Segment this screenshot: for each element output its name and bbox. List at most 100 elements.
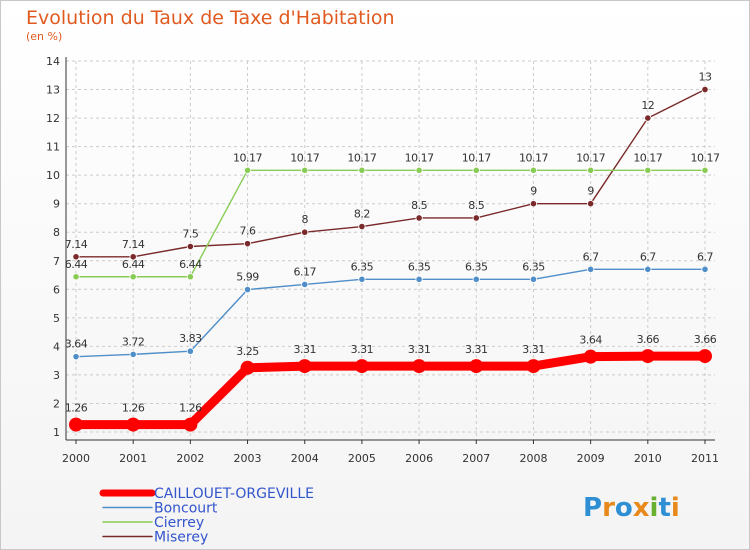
data-label: 6.35 bbox=[522, 260, 545, 273]
data-label: 10.17 bbox=[290, 151, 319, 164]
legend-entry: CAILLOUET-ORGEVILLE bbox=[154, 486, 314, 502]
data-label: 1.26 bbox=[122, 402, 145, 415]
data-label: 3.72 bbox=[122, 335, 145, 348]
data-label: 3.31 bbox=[408, 343, 431, 356]
data-label: 7.5 bbox=[182, 228, 198, 241]
data-point bbox=[183, 417, 198, 432]
data-point bbox=[587, 265, 595, 273]
data-point bbox=[701, 85, 709, 94]
data-point bbox=[701, 166, 709, 174]
y-tick-label: 5 bbox=[53, 312, 60, 325]
data-point bbox=[358, 275, 366, 283]
data-label: 8.5 bbox=[468, 199, 484, 212]
data-label: 3.31 bbox=[351, 343, 374, 356]
legend-entry: Cierrey bbox=[154, 515, 204, 531]
series-cierrey: 6.44 6.44 6.44 10.17 10.17 10.17 10.17 10.17 10.… bbox=[65, 151, 720, 281]
logo-letter: i bbox=[650, 493, 659, 523]
x-tick-label: 2008 bbox=[519, 452, 547, 465]
x-tick-label: 2005 bbox=[348, 452, 376, 465]
x-tick-label: 2006 bbox=[405, 452, 433, 465]
data-point bbox=[526, 359, 541, 374]
data-point bbox=[297, 359, 312, 374]
data-point bbox=[72, 273, 80, 281]
y-tick-label: 13 bbox=[46, 84, 60, 97]
data-label: 6.17 bbox=[293, 265, 316, 278]
data-point bbox=[354, 359, 369, 374]
gridlines bbox=[66, 60, 715, 440]
data-label: 10.17 bbox=[347, 151, 376, 164]
data-label: 10.17 bbox=[633, 151, 662, 164]
data-label: 3.83 bbox=[179, 332, 202, 345]
series-line bbox=[75, 88, 706, 258]
data-label: 6.44 bbox=[122, 258, 145, 271]
legend-entry: Boncourt bbox=[154, 501, 218, 517]
data-point bbox=[415, 166, 423, 174]
y-tick-label: 12 bbox=[46, 112, 60, 125]
proxiti-logo: Proxiti bbox=[583, 493, 680, 523]
data-point bbox=[358, 222, 366, 231]
data-point bbox=[243, 285, 252, 294]
data-point bbox=[301, 166, 309, 174]
data-label: 1.26 bbox=[179, 402, 202, 415]
data-point bbox=[644, 114, 652, 122]
data-point bbox=[72, 253, 80, 261]
data-point bbox=[358, 166, 366, 174]
data-label: 6.35 bbox=[465, 260, 488, 273]
data-label: 9 bbox=[587, 185, 594, 198]
data-label: 6.44 bbox=[179, 258, 202, 271]
data-point bbox=[129, 350, 137, 358]
logo-letter: x bbox=[633, 493, 650, 523]
y-tick-label: 8 bbox=[53, 226, 60, 239]
data-point bbox=[412, 359, 427, 374]
x-tick-label: 2003 bbox=[234, 452, 262, 465]
y-tick-label: 9 bbox=[53, 198, 60, 211]
y-tick-label: 11 bbox=[46, 141, 60, 154]
data-point bbox=[640, 349, 655, 364]
data-point bbox=[186, 273, 194, 281]
y-tick-label: 3 bbox=[53, 369, 60, 382]
data-label: 6.35 bbox=[351, 260, 374, 273]
x-tick-label: 2009 bbox=[577, 452, 605, 465]
data-point bbox=[415, 275, 423, 283]
x-tick-label: 2010 bbox=[634, 452, 662, 465]
logo-letter: r bbox=[602, 493, 615, 523]
data-point bbox=[529, 166, 538, 174]
data-label: 10.17 bbox=[691, 151, 720, 164]
logo-letter: i bbox=[671, 493, 680, 523]
data-label: 3.64 bbox=[65, 338, 88, 351]
data-label: 3.25 bbox=[236, 345, 259, 358]
x-tick-label: 2002 bbox=[176, 452, 204, 465]
data-point bbox=[129, 253, 137, 261]
data-label: 7.14 bbox=[122, 238, 145, 251]
data-label: 10.17 bbox=[233, 151, 262, 164]
data-point bbox=[301, 280, 309, 289]
data-label: 3.66 bbox=[694, 333, 717, 346]
data-label: 9 bbox=[530, 185, 537, 198]
data-point bbox=[472, 275, 480, 283]
y-tick-label: 2 bbox=[53, 397, 60, 410]
legend: CAILLOUET-ORGEVILLEBoncourtCierreyMisere… bbox=[99, 486, 314, 546]
data-point bbox=[186, 347, 194, 355]
series-line bbox=[71, 351, 710, 430]
series-miserey: 7.14 7.14 7.5 7.6 8 8.2 8.5 8.5 9 9 12 13 bbox=[65, 71, 712, 261]
data-label: 6.7 bbox=[640, 250, 656, 263]
data-label: 3.31 bbox=[465, 343, 488, 356]
data-point bbox=[472, 166, 480, 174]
data-label: 8.5 bbox=[411, 199, 427, 212]
data-point bbox=[186, 242, 194, 251]
series-boncourt: 3.64 3.72 3.83 5.99 6.17 6.35 6.35 6.35 6.35 6.7 6… bbox=[65, 250, 714, 361]
x-tick-label: 2001 bbox=[119, 452, 147, 465]
data-point bbox=[243, 240, 252, 248]
data-point bbox=[415, 214, 423, 222]
data-point bbox=[698, 349, 712, 364]
data-point bbox=[243, 166, 252, 174]
data-label: 12 bbox=[641, 99, 654, 112]
x-tick-label: 2000 bbox=[62, 452, 90, 465]
data-point bbox=[529, 200, 538, 208]
data-point bbox=[240, 360, 255, 375]
data-label: 6.44 bbox=[65, 258, 88, 271]
y-tick-label: 14 bbox=[46, 55, 60, 68]
